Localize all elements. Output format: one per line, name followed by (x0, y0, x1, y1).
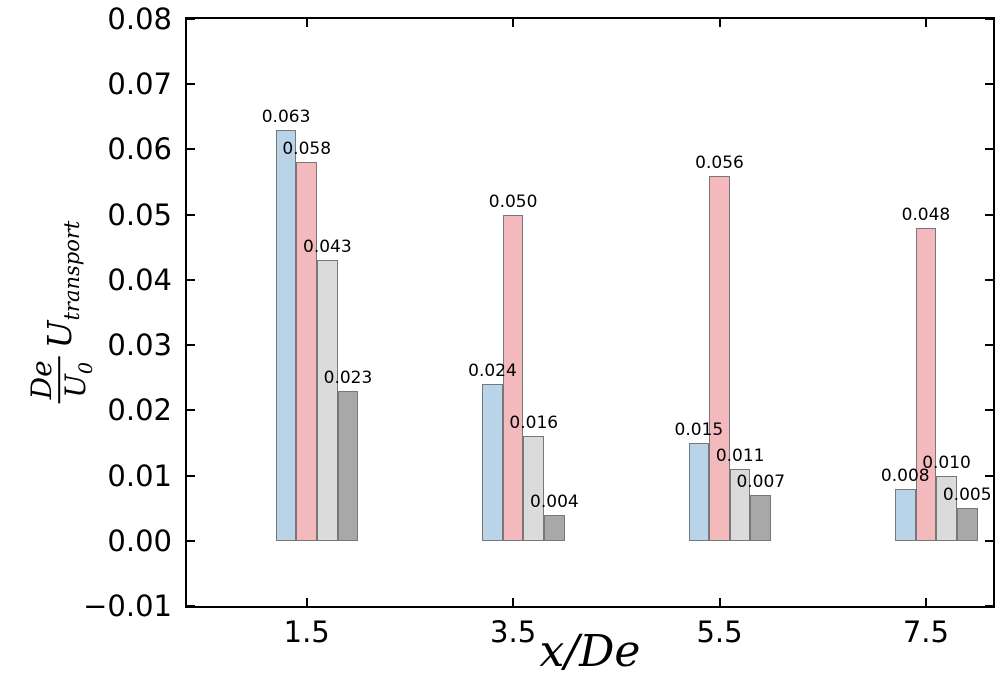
bar-series-blue-group-7.5 (894, 488, 916, 541)
bar-value-label: 0.058 (282, 139, 332, 160)
y-tick-label: 0.08 (107, 2, 172, 36)
bar-value-label: 0.048 (901, 204, 951, 225)
bar-value-label: 0.056 (695, 152, 744, 173)
bar-value-label: 0.023 (323, 367, 373, 388)
y-axis-label: De U0 Utransport (25, 221, 98, 404)
y-tick-right (985, 18, 993, 20)
bar-series-dark-gray-group-7.5 (956, 508, 978, 541)
y-tick-left (187, 474, 195, 477)
bar-series-light-gray-group-3.5 (523, 436, 545, 541)
y-tick-right (985, 83, 993, 86)
y-tick-label: 0.06 (107, 132, 172, 167)
y-tick-label: 0.05 (107, 197, 172, 232)
bar-value-label: 0.008 (880, 465, 930, 486)
y-tick-label: 0.03 (107, 328, 172, 363)
bar-value-label: 0.016 (509, 413, 559, 434)
bar-value-label: 0.007 (736, 472, 786, 493)
bar-value-label: 0.050 (488, 191, 538, 212)
x-tick-label: 3.5 (490, 615, 537, 649)
bar-series-dark-gray-group-1.5 (337, 390, 359, 541)
x-tick-label: 1.5 (283, 615, 330, 649)
y-tick-left (187, 148, 195, 151)
y-tick-right (985, 148, 993, 151)
y-tick-left (187, 83, 195, 86)
y-tick-label: 0.00 (107, 523, 172, 558)
bar-series-dark-gray-group-3.5 (544, 514, 565, 541)
x-tick-bottom (512, 598, 515, 606)
y-tick-label: 0.07 (107, 67, 172, 102)
fraction-denominator-subscript: 0 (74, 362, 97, 375)
y-tick-label: 0.04 (107, 262, 172, 297)
x-tick-label: 7.5 (902, 615, 949, 649)
x-tick-bottom (924, 598, 927, 606)
y-tick-right (985, 409, 993, 412)
y-tick-left (187, 539, 195, 542)
bar-value-label: 0.063 (261, 106, 311, 127)
bar-series-pink-group-7.5 (915, 227, 937, 541)
y-tick-left (187, 18, 195, 20)
x-tick-bottom (718, 598, 721, 606)
bar-series-light-gray-group-5.5 (729, 469, 751, 541)
y-tick-label: 0.01 (107, 458, 172, 493)
y-tick-label: 0.02 (107, 393, 172, 428)
x-tick-bottom (305, 598, 308, 606)
y-tick-right (985, 474, 993, 477)
bar-series-pink-group-1.5 (296, 162, 318, 541)
y-tick-right (985, 539, 993, 542)
y-tick-right (985, 213, 993, 216)
bar-value-label: 0.015 (674, 419, 724, 440)
bar-series-pink-group-3.5 (502, 214, 524, 541)
bar-value-label: 0.043 (303, 237, 352, 258)
plot-area: 0.063 0.058 0.043 0.023 0.024 0.050 0.016 0.004… (185, 17, 995, 608)
bar-series-pink-group-5.5 (709, 175, 730, 541)
bar-value-label: 0.005 (942, 485, 992, 506)
bar-value-label: 0.024 (468, 361, 517, 382)
y-tick-left (187, 278, 195, 281)
bar-series-blue-group-1.5 (275, 129, 297, 541)
bar-series-dark-gray-group-5.5 (750, 495, 772, 541)
y-tick-left (187, 409, 195, 412)
y-tick-right (985, 278, 993, 281)
bar-value-label: 0.010 (922, 452, 971, 473)
x-tick-top (718, 19, 721, 27)
bar-series-blue-group-5.5 (688, 442, 710, 541)
y-tick-label: −0.01 (83, 589, 172, 623)
bar-series-light-gray-group-7.5 (936, 475, 957, 541)
y-tick-right (985, 344, 993, 347)
x-tick-label: 5.5 (696, 615, 743, 649)
bar-value-label: 0.004 (530, 491, 579, 512)
bar-value-label: 0.011 (715, 446, 765, 467)
y-tick-left (187, 605, 195, 607)
bar-series-light-gray-group-1.5 (317, 260, 338, 541)
y-tick-left (187, 213, 195, 216)
x-tick-top (512, 19, 515, 27)
x-tick-top (924, 19, 927, 27)
y-tick-right (985, 605, 993, 607)
bar-series-blue-group-3.5 (482, 384, 503, 541)
x-axis-label: x/De (539, 626, 641, 677)
x-tick-top (305, 19, 308, 27)
y-tick-left (187, 344, 195, 347)
